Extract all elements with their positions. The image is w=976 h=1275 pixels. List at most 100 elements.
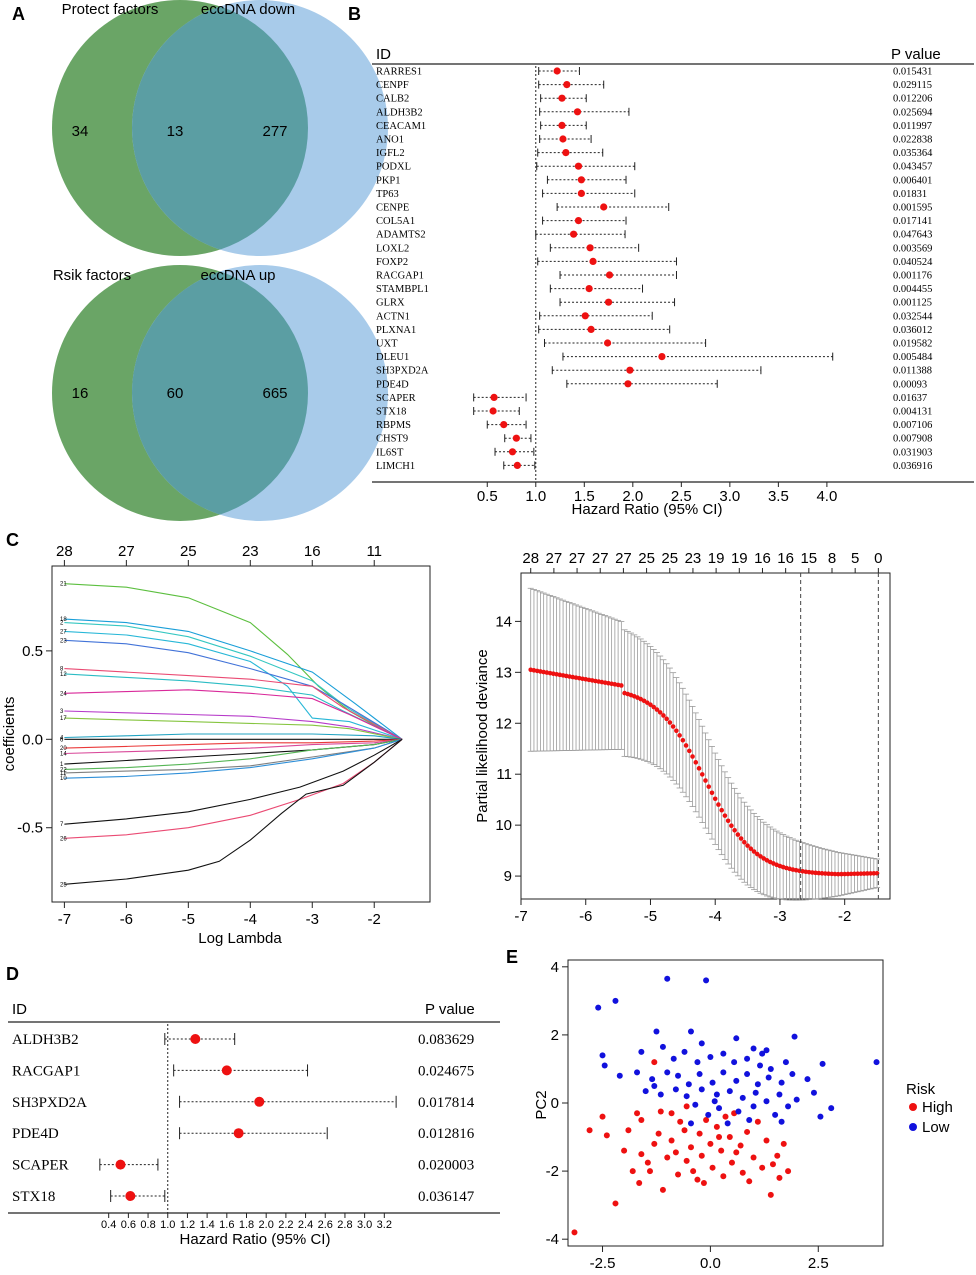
- pca-point-high: [599, 1113, 606, 1120]
- pca-point-high: [733, 1149, 740, 1156]
- forest-row: ACTN1 0.032544: [376, 311, 933, 322]
- cv-errorbars: [527, 587, 881, 901]
- cv-xtick-label: -3: [773, 908, 786, 925]
- coef-line-label: 17: [60, 716, 67, 722]
- pca-point-low: [694, 1059, 701, 1066]
- pca-point-high: [716, 1134, 723, 1141]
- forest-p-value: 0.029115: [893, 80, 932, 91]
- pca-point-high: [638, 1117, 645, 1124]
- cv-top-tick-label: 27: [569, 550, 586, 567]
- panel-label-b: B: [348, 4, 361, 24]
- coef-xtick-label: -6: [120, 911, 133, 928]
- pca-point-high: [767, 1191, 774, 1198]
- cv-point: [703, 778, 708, 783]
- forest-gene-label: PDE4D: [12, 1126, 59, 1142]
- pca-point-low: [713, 1091, 720, 1098]
- forest-plot-d: ID P value ALDH3B2 0.083629 RACGAP1 0.02467…: [8, 1001, 500, 1248]
- pca-point-low: [817, 1113, 824, 1120]
- cv-point: [674, 728, 679, 734]
- pca-point-high: [612, 1200, 619, 1207]
- forest-hr-point: [115, 1159, 126, 1170]
- forest-row: CHST9 0.007908: [376, 434, 932, 445]
- coef-top-tick-label: 25: [180, 543, 197, 560]
- cv-point: [696, 766, 702, 771]
- pca-point-high: [655, 1130, 662, 1137]
- pca-point-low: [772, 1111, 779, 1118]
- forest-hr-point: [605, 271, 614, 279]
- forest-p-value: 0.004131: [893, 407, 932, 418]
- forest-p-value: 0.025694: [893, 107, 933, 118]
- forest-row: STX18 0.004131: [376, 407, 932, 418]
- pca-xtick-label: -2.5: [590, 1255, 616, 1272]
- forest-tick-label: 2.0: [259, 1219, 274, 1231]
- pca-point-low: [763, 1098, 770, 1105]
- forest-tick-label: 1.0: [160, 1219, 175, 1231]
- cv-point: [729, 823, 734, 828]
- forest-hr-point: [490, 393, 498, 401]
- forest-row: LIMCH1 0.036916: [376, 461, 932, 472]
- forest-d-id-header: ID: [12, 1001, 27, 1018]
- cv-ytick-label: 12: [495, 715, 512, 732]
- forest-p-value: 0.020003: [418, 1158, 474, 1174]
- forest-hr-point: [125, 1191, 136, 1201]
- pca-point-low: [782, 1059, 789, 1066]
- forest-b-id-header: ID: [376, 46, 391, 63]
- cv-point: [709, 790, 715, 796]
- pca-point-low: [696, 1071, 703, 1078]
- pca-point-low: [675, 1072, 682, 1079]
- pca-point-low: [735, 1108, 742, 1115]
- forest-row: PLXNA1 0.036012: [376, 325, 932, 336]
- forest-gene-label: STX18: [376, 407, 406, 418]
- forest-hr-point: [558, 94, 566, 102]
- pca-xtick-label: 2.5: [808, 1255, 829, 1272]
- cv-xtick-label: -4: [709, 908, 722, 925]
- coef-ytick-label: 0.5: [22, 643, 43, 660]
- forest-hr-point: [233, 1128, 244, 1139]
- cv-point: [722, 813, 728, 818]
- forest-tick-label: 1.0: [525, 488, 546, 505]
- cv-point: [725, 818, 731, 824]
- forest-row: FOXP2 0.040524: [376, 257, 933, 268]
- coef-line-label: 6: [60, 737, 64, 743]
- forest-p-value: 0.036147: [418, 1189, 475, 1205]
- forest-row: PKP1 0.006401: [376, 175, 932, 186]
- forest-p-value: 0.031903: [893, 447, 932, 458]
- forest-p-value: 0.047643: [893, 230, 932, 241]
- forest-gene-label: RARRES1: [376, 67, 422, 78]
- pca-point-high: [644, 1159, 651, 1166]
- pca-point-high: [776, 1174, 783, 1181]
- forest-row: ALDH3B2 0.025694: [376, 107, 933, 118]
- cv-point: [732, 827, 737, 833]
- cv-point: [693, 760, 699, 765]
- pca-point-low: [601, 1062, 608, 1069]
- cv-deviance-plot: -7 -6 -5 -4 -3 -2 9 10 11 12 13 14 28 27 27 27 27 25 25 23 1…: [474, 550, 891, 925]
- pca-point-low: [778, 1079, 785, 1086]
- forest-d-p-header: P value: [425, 1001, 475, 1018]
- coef-line-label: 24: [60, 691, 67, 697]
- coef-xtick-label: -3: [306, 911, 319, 928]
- cv-point: [861, 871, 867, 876]
- pca-point-low: [703, 977, 710, 984]
- forest-p-value: 0.012816: [418, 1126, 475, 1142]
- cv-xtick-label: -7: [514, 908, 527, 925]
- pca-point-low: [659, 1043, 666, 1050]
- forest-p-value: 0.00093: [893, 379, 927, 390]
- pca-point-low: [776, 1091, 783, 1098]
- pca-point-high: [683, 1103, 690, 1110]
- pca-point-low: [791, 1033, 798, 1040]
- forest-tick-label: 4.0: [816, 488, 837, 505]
- cv-point: [745, 843, 750, 848]
- forest-hr-point: [626, 366, 634, 374]
- forest-hr-point: [624, 380, 632, 388]
- forest-tick-label: 1.8: [239, 1219, 254, 1231]
- forest-tick-label: 1.6: [219, 1219, 234, 1231]
- cv-axes: -7 -6 -5 -4 -3 -2 9 10 11 12 13 14 28 27 27 27 27 25 25 23 1…: [495, 550, 882, 925]
- forest-gene-label: ANO1: [376, 135, 404, 146]
- coef-line-label: 26: [60, 836, 67, 842]
- pca-point-low: [664, 975, 671, 982]
- pca-point-low: [638, 1048, 645, 1055]
- cv-point: [699, 772, 705, 777]
